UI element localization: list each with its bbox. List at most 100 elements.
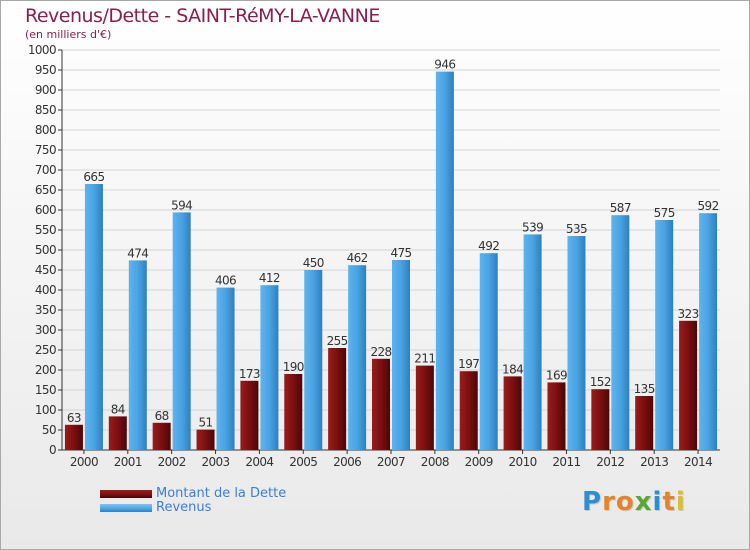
data-label-revenue: 665 xyxy=(83,170,104,184)
bar-debt xyxy=(635,396,654,450)
y-tick-label: 700 xyxy=(35,163,56,177)
data-label-debt: 197 xyxy=(458,357,479,371)
x-tick-label: 2012 xyxy=(596,455,624,469)
y-tick-label: 1000 xyxy=(28,43,56,57)
chart-subtitle: (en milliers d'€) xyxy=(25,28,112,41)
x-tick-label: 2010 xyxy=(509,455,537,469)
y-tick-label: 500 xyxy=(35,243,56,257)
x-tick-label: 2006 xyxy=(333,455,361,469)
data-label-debt: 323 xyxy=(678,307,699,321)
y-tick-label: 750 xyxy=(35,143,56,157)
y-tick-label: 550 xyxy=(35,223,56,237)
bar-revenue xyxy=(699,213,718,450)
y-tick-label: 450 xyxy=(35,263,56,277)
x-tick-label: 2005 xyxy=(289,455,317,469)
bar-revenue xyxy=(567,236,586,450)
bar-revenue xyxy=(655,220,674,450)
logo-letter: i xyxy=(652,487,663,517)
y-tick-label: 350 xyxy=(35,303,56,317)
bar-revenue xyxy=(611,215,630,450)
data-label-revenue: 492 xyxy=(478,239,499,253)
data-label-revenue: 592 xyxy=(698,199,719,213)
data-label-revenue: 475 xyxy=(390,246,411,260)
y-tick-label: 400 xyxy=(35,283,56,297)
y-tick-label: 0 xyxy=(49,443,56,457)
x-tick-label: 2008 xyxy=(421,455,449,469)
legend-label-debt: Montant de la Dette xyxy=(156,486,287,501)
x-tick-label: 2002 xyxy=(158,455,186,469)
data-label-debt: 211 xyxy=(414,352,435,366)
data-label-debt: 63 xyxy=(67,411,81,425)
data-label-debt: 255 xyxy=(327,334,348,348)
data-label-revenue: 946 xyxy=(434,58,455,72)
x-tick-label: 2003 xyxy=(201,455,229,469)
bar-debt xyxy=(108,416,127,450)
data-label-debt: 152 xyxy=(590,375,611,389)
y-tick-label: 850 xyxy=(35,103,56,117)
y-tick-label: 50 xyxy=(42,423,56,437)
bar-debt xyxy=(591,389,610,450)
x-tick-label: 2011 xyxy=(552,455,580,469)
logo-letter: r xyxy=(602,487,616,517)
logo-letter: t xyxy=(662,487,676,517)
bar-revenue xyxy=(172,212,191,450)
data-label-debt: 184 xyxy=(502,362,523,376)
bar-debt xyxy=(328,348,347,450)
data-label-revenue: 462 xyxy=(347,251,368,265)
x-tick-label: 2004 xyxy=(245,455,273,469)
bar-debt xyxy=(372,358,390,450)
bar-revenue xyxy=(392,260,410,450)
data-label-debt: 51 xyxy=(198,416,212,430)
data-label-debt: 228 xyxy=(370,345,391,359)
data-label-debt: 173 xyxy=(239,367,260,381)
y-tick-label: 950 xyxy=(35,63,56,77)
data-label-revenue: 575 xyxy=(654,206,675,220)
legend-swatch-revenue xyxy=(100,504,152,512)
bar-debt xyxy=(679,320,698,450)
y-tick-label: 900 xyxy=(35,83,56,97)
bar-revenue xyxy=(260,285,279,450)
x-tick-label: 2014 xyxy=(684,455,712,469)
data-label-revenue: 474 xyxy=(127,246,148,260)
data-label-revenue: 535 xyxy=(566,222,587,236)
y-tick-label: 200 xyxy=(35,363,56,377)
data-label-debt: 169 xyxy=(546,368,567,382)
bar-revenue xyxy=(435,71,454,450)
data-label-debt: 84 xyxy=(111,402,125,416)
bar-debt xyxy=(503,376,522,450)
data-label-debt: 68 xyxy=(155,409,169,423)
bar-debt xyxy=(152,422,171,450)
logo-letter: x xyxy=(634,487,653,517)
bar-debt xyxy=(415,365,434,450)
bar-revenue xyxy=(479,253,498,450)
y-tick-label: 150 xyxy=(35,383,56,397)
bar-debt xyxy=(459,371,478,450)
y-tick-label: 300 xyxy=(35,323,56,337)
legend-label-revenue: Revenus xyxy=(156,500,212,515)
bar-revenue xyxy=(216,287,235,450)
x-tick-label: 2009 xyxy=(465,455,493,469)
bar-revenue xyxy=(348,265,367,450)
bar-debt xyxy=(240,380,259,450)
chart-title: Revenus/Dette - SAINT-RéMY-LA-VANNE xyxy=(25,5,380,27)
data-label-revenue: 594 xyxy=(171,198,192,212)
x-tick-label: 2013 xyxy=(640,455,668,469)
x-tick-label: 2001 xyxy=(114,455,142,469)
y-tick-label: 650 xyxy=(35,183,56,197)
bar-debt xyxy=(196,429,215,450)
data-label-debt: 135 xyxy=(634,382,655,396)
y-tick-label: 250 xyxy=(35,343,56,357)
logo-letter: o xyxy=(615,487,635,517)
bar-debt xyxy=(284,374,303,450)
bar-revenue xyxy=(523,234,542,450)
data-label-revenue: 406 xyxy=(215,274,236,288)
bar-revenue xyxy=(304,270,323,450)
y-tick-label: 100 xyxy=(35,403,56,417)
bar-debt xyxy=(64,424,83,450)
bar-debt xyxy=(547,382,566,450)
y-tick-label: 600 xyxy=(35,203,56,217)
data-label-revenue: 412 xyxy=(259,271,280,285)
logo-letter: P xyxy=(582,487,603,517)
y-tick-label: 800 xyxy=(35,123,56,137)
